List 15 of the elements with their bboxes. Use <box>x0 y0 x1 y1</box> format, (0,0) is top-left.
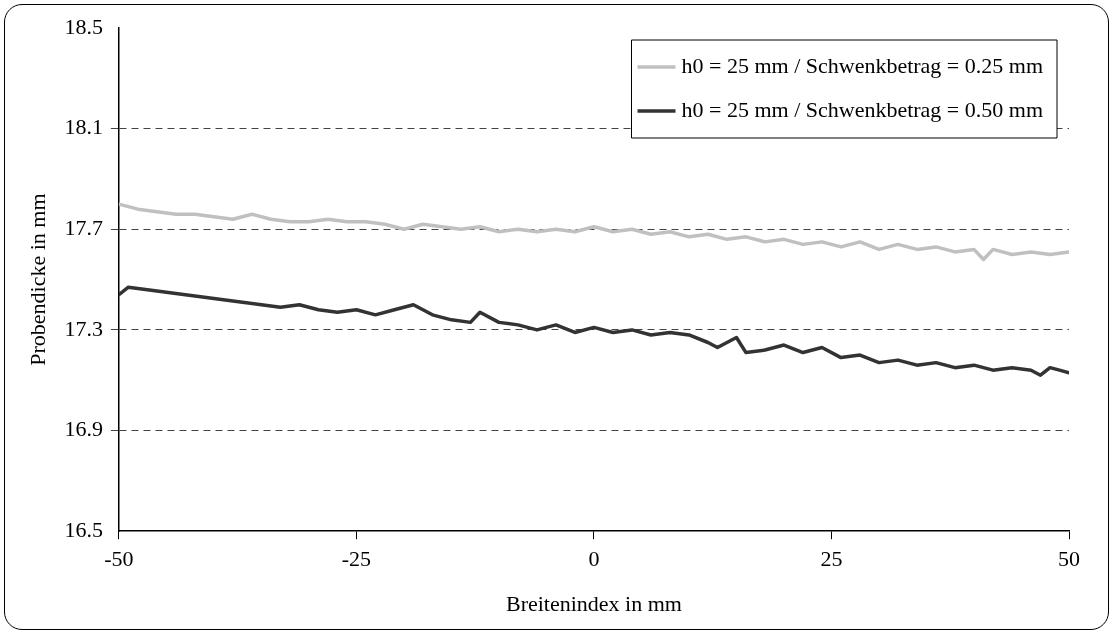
y-tick-label: 16.5 <box>64 516 103 542</box>
x-tick-label: 0 <box>588 546 600 572</box>
x-tick-label: 50 <box>1058 546 1080 572</box>
x-tick-label: -25 <box>341 546 372 572</box>
x-tick-label: 25 <box>820 546 843 572</box>
y-axis-title: Probendicke in mm <box>24 193 50 366</box>
legend-label: h0 = 25 mm / Schwenkbetrag = 0.25 mm <box>681 52 1043 78</box>
x-tick-label: -50 <box>104 546 134 572</box>
y-tick-label: 17.3 <box>64 315 103 341</box>
y-tick-label: 18.1 <box>64 114 103 140</box>
y-tick-label: 18.5 <box>64 13 103 39</box>
y-tick-label: 16.9 <box>64 416 103 442</box>
legend-label: h0 = 25 mm / Schwenkbetrag = 0.50 mm <box>681 96 1043 122</box>
x-axis-title: Breitenindex in mm <box>505 590 682 616</box>
y-tick-label: 17.7 <box>64 215 103 241</box>
